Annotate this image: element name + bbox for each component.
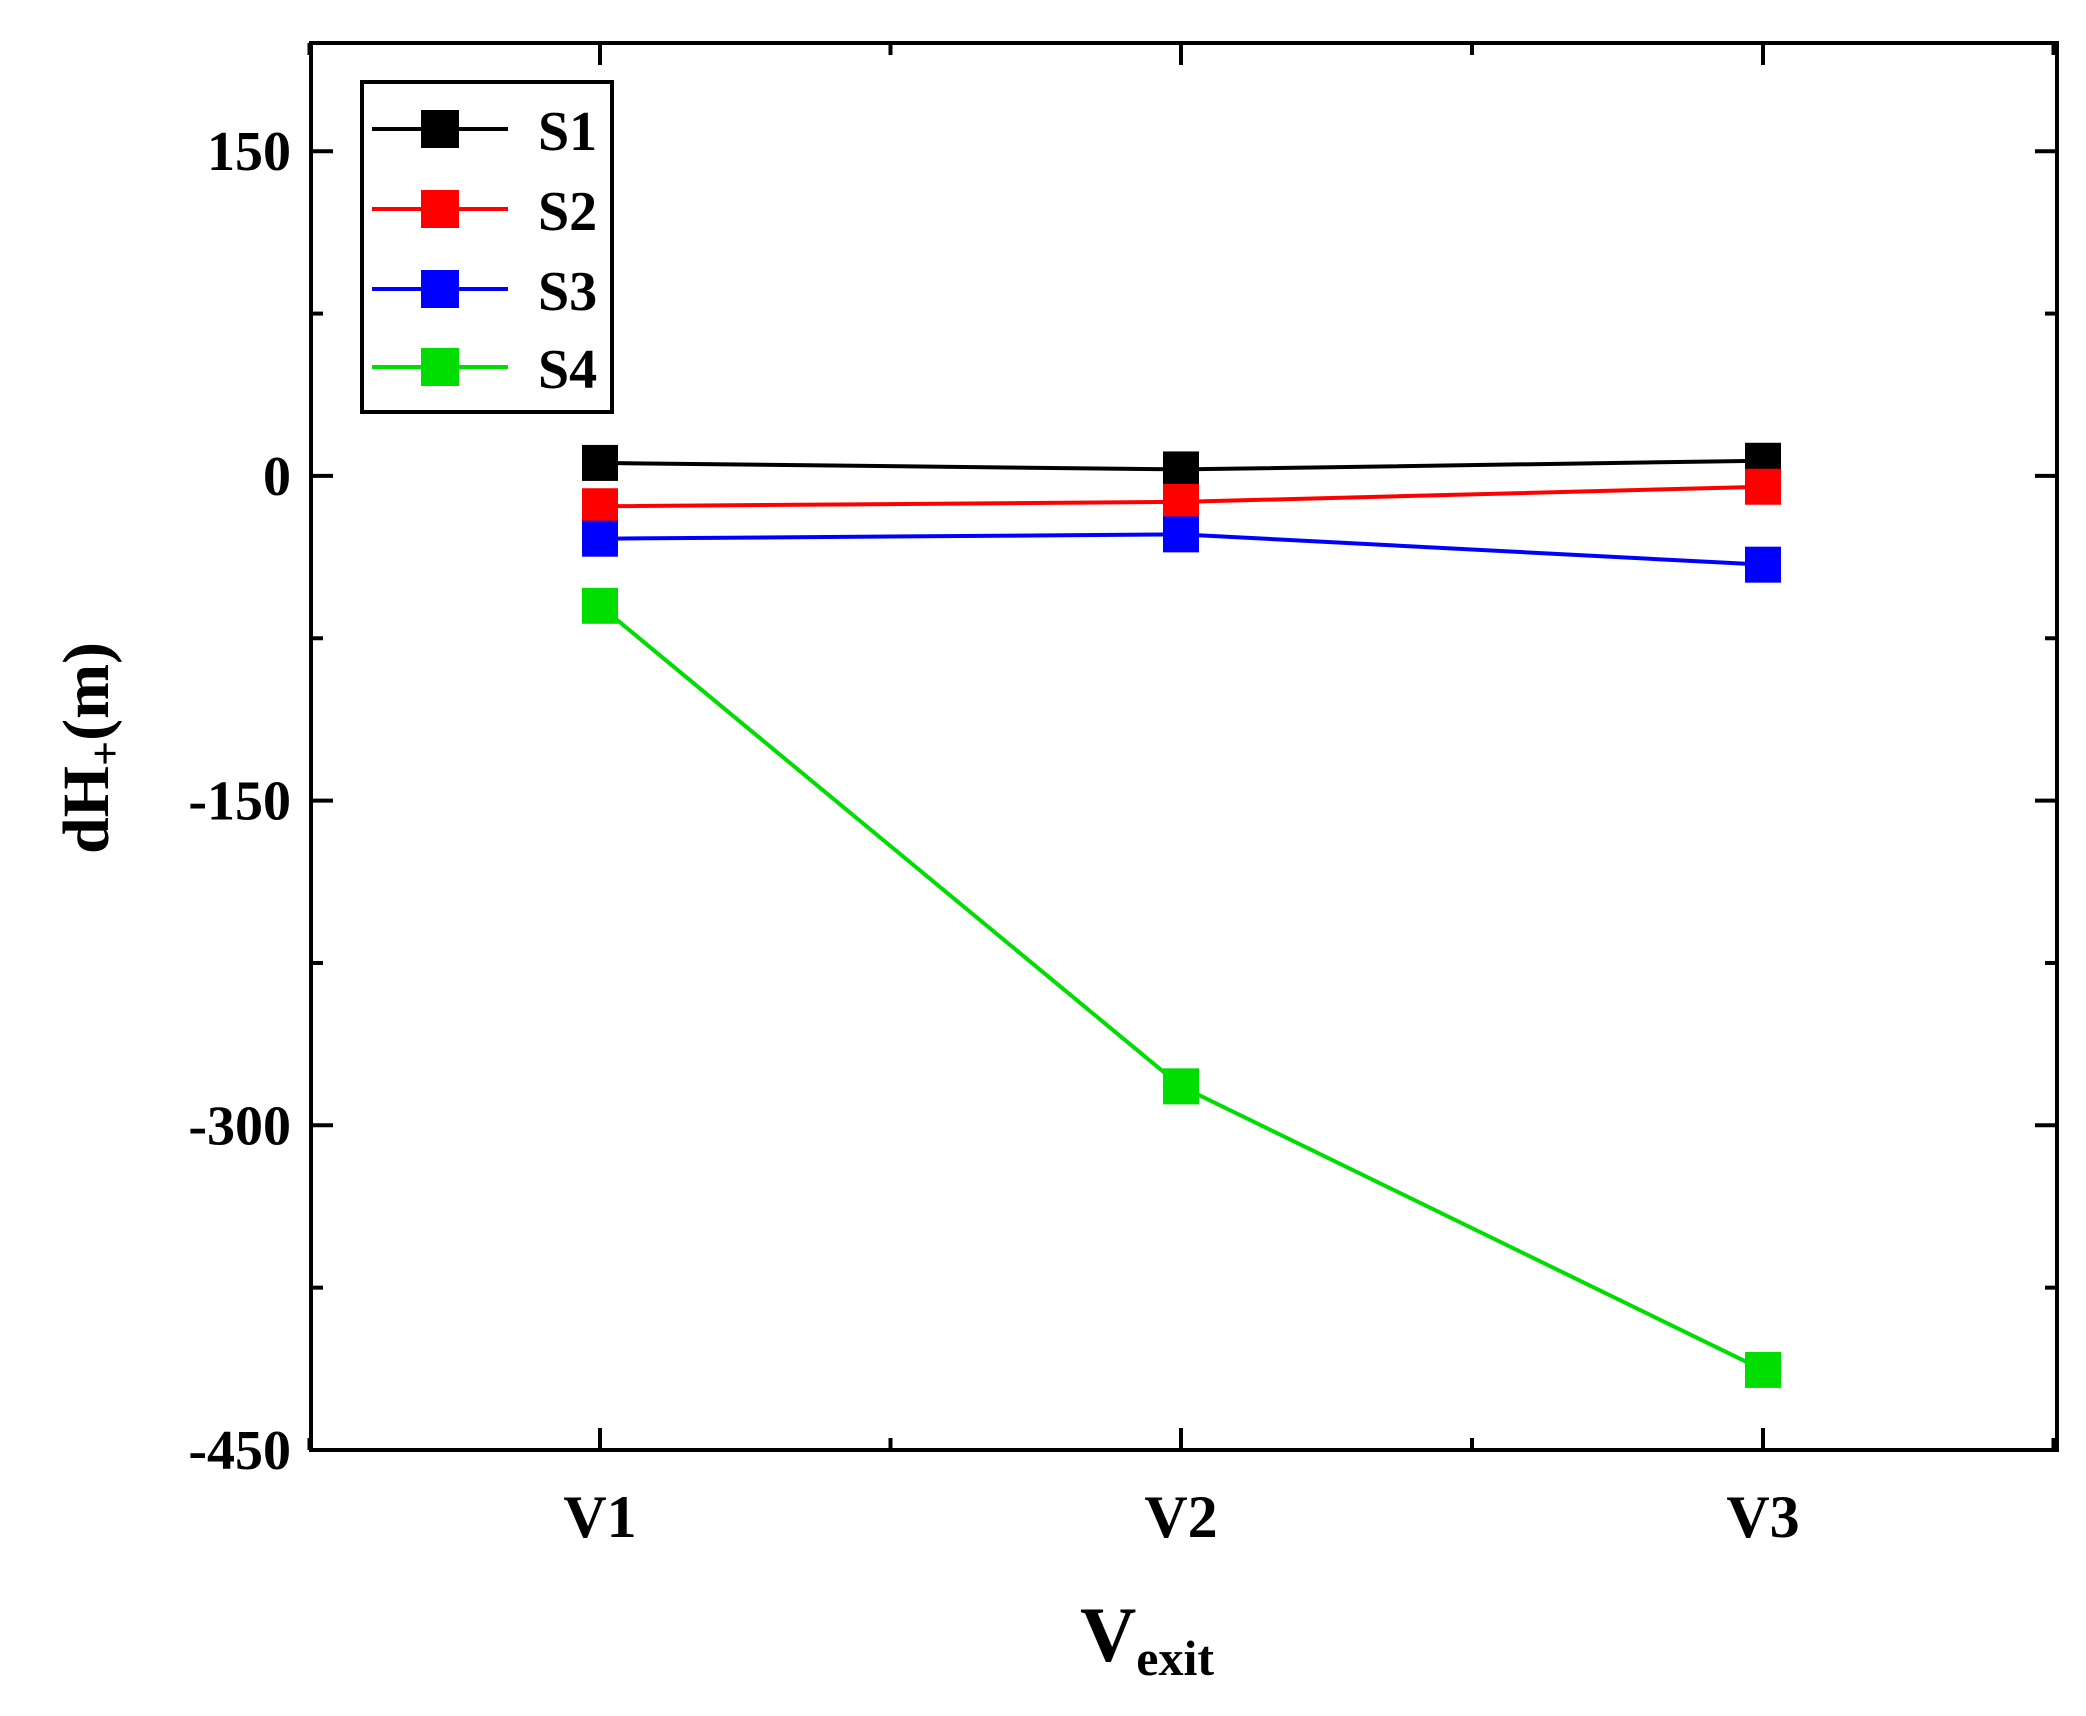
legend-marker-s4 (421, 348, 459, 386)
legend-label-s1: S1 (538, 101, 597, 163)
y-tick-label: 0 (263, 446, 291, 508)
data-point-s2 (1163, 483, 1199, 520)
data-point-s1 (582, 444, 618, 481)
series-line-s4 (598, 604, 1764, 1372)
y-tick-label: -450 (188, 1420, 291, 1482)
y-axis-label-unit: (m) (50, 642, 123, 741)
data-point-s4 (582, 587, 618, 624)
legend-label-s4: S4 (538, 339, 597, 401)
data-point-s2 (582, 488, 618, 525)
data-point-s2 (1745, 468, 1781, 505)
axis-ticks (307, 43, 2057, 1452)
x-axis-label-main: V (1080, 1591, 1136, 1678)
data-point-s3 (1745, 546, 1781, 583)
y-tick-label: 150 (207, 121, 291, 183)
legend-label-s3: S3 (538, 261, 597, 323)
x-tick-label: V2 (1144, 1484, 1217, 1550)
legend: S1 S2 S3 S4 (360, 80, 614, 414)
data-series (582, 442, 1781, 1388)
x-tick-label: V3 (1726, 1484, 1799, 1550)
x-tick-label: V1 (563, 1484, 636, 1550)
legend-label-s2: S2 (538, 181, 597, 243)
y-axis-label: dH+(m) (50, 642, 130, 854)
data-point-s4 (1745, 1351, 1781, 1388)
y-axis-label-sub: + (81, 741, 130, 766)
y-tick-labels: 150 0 -150 -300 -450 (188, 121, 291, 1482)
legend-box (360, 80, 614, 414)
plot-area-frame (309, 41, 2059, 1452)
y-axis-label-main: dH (50, 766, 123, 854)
data-point-s3 (582, 520, 618, 557)
legend-marker-s1 (421, 110, 459, 148)
x-axis-label-sub: exit (1136, 1630, 1214, 1686)
data-point-s1 (1163, 451, 1199, 488)
data-point-s3 (1163, 516, 1199, 553)
data-point-s4 (1163, 1068, 1199, 1105)
legend-marker-s2 (421, 190, 459, 228)
y-tick-label: -150 (188, 771, 291, 833)
x-tick-labels: V1 V2 V3 (563, 1484, 1799, 1550)
legend-marker-s3 (421, 270, 459, 308)
y-tick-label: -300 (188, 1095, 291, 1157)
x-axis-label: Vexit (1080, 1591, 1214, 1686)
